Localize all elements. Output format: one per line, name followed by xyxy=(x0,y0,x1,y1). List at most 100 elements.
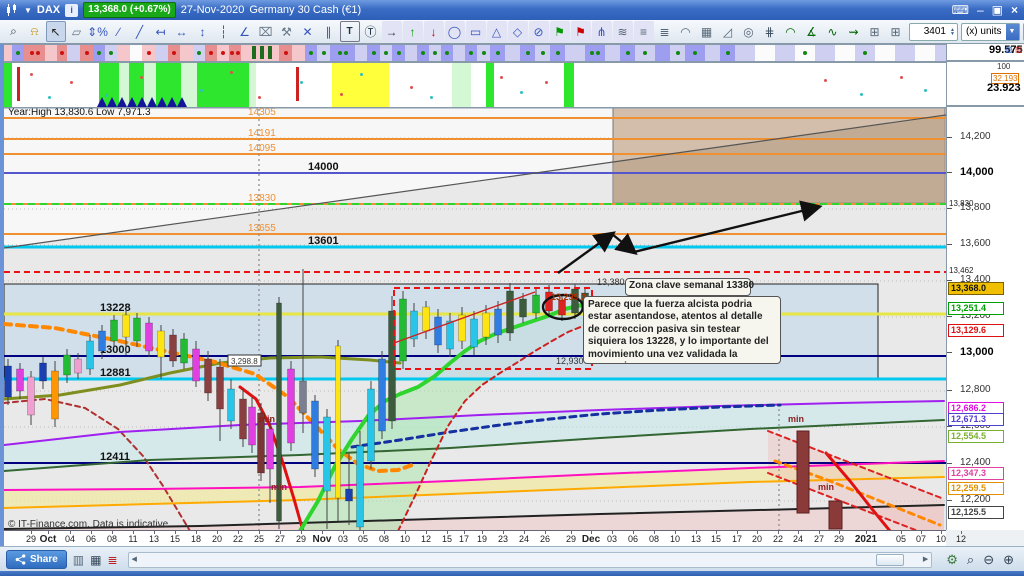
scrollbar-thumb[interactable] xyxy=(876,553,905,566)
segment-icon[interactable]: ∕ xyxy=(117,24,120,39)
chart-tools-icon[interactable]: ⚙ xyxy=(946,551,958,567)
frame-icon[interactable]: ⊞ xyxy=(869,24,880,39)
fibo-arcs-icon[interactable]: ◠ xyxy=(680,24,691,39)
zoom-icon[interactable]: ⌕ xyxy=(10,24,17,38)
hline-icon[interactable]: ↔ xyxy=(175,24,188,39)
arrow-right-icon[interactable]: → xyxy=(381,21,402,42)
red-dot xyxy=(146,51,151,55)
min-label: min xyxy=(259,414,275,424)
scroll-left-icon[interactable]: ◀ xyxy=(131,555,137,563)
volume-style-icon[interactable]: ≣ xyxy=(107,552,118,567)
green-dot xyxy=(321,51,326,55)
pattern-bull-icon[interactable]: ⚑ xyxy=(549,21,570,42)
zona-annotation[interactable]: Zona clave semanal 13380 xyxy=(625,278,754,296)
channel-icon[interactable]: ≋ xyxy=(612,21,633,42)
parallel-icon[interactable]: ∥ xyxy=(325,24,332,39)
restore-button[interactable]: ▣ xyxy=(991,3,1003,17)
indicator-dot xyxy=(258,96,261,99)
alarm-icon[interactable]: ⍾ xyxy=(30,24,39,38)
segment xyxy=(670,45,685,61)
vline-icon[interactable]: ┆ xyxy=(219,24,228,39)
textbox-icon[interactable]: T xyxy=(339,21,360,42)
vlines-icon[interactable]: ⋕ xyxy=(764,24,775,39)
trend-triangle-icon xyxy=(117,97,127,107)
price-style-icon[interactable]: ▥ xyxy=(72,552,85,567)
titlebar[interactable]: ▼ DAX i 13,368.0 (+0.67%) 27-Nov-2020 Ge… xyxy=(0,0,1024,20)
segment xyxy=(305,45,317,61)
cursor-icon[interactable]: ↖ xyxy=(45,21,66,42)
pitchfork-icon[interactable]: ⋔ xyxy=(591,21,612,42)
indicator-panel-strength[interactable] xyxy=(4,44,946,61)
cross-arrows-icon[interactable]: ✕ xyxy=(302,24,313,39)
percent-range-icon[interactable]: ⇕% xyxy=(87,24,108,39)
units-select[interactable]: (x) units ▼ xyxy=(960,22,1020,41)
parece-annotation[interactable]: Parece que la fuerza alcista podria esta… xyxy=(583,296,781,364)
no-circle-icon[interactable]: ⊘ xyxy=(528,21,549,42)
frame-icon[interactable]: ⊞ xyxy=(890,24,901,39)
segment xyxy=(605,45,620,61)
segment xyxy=(453,45,465,61)
hsegment-icon[interactable]: ↤ xyxy=(155,24,166,39)
chart-settings-icon[interactable]: ▦ xyxy=(90,552,102,567)
text-balloon-icon[interactable]: Ⓣ xyxy=(364,25,377,39)
arrow-up-icon[interactable]: ↑ xyxy=(402,21,423,42)
main-chart[interactable]: 14305 14191 14095 14000 13830 13655 13601 13228… xyxy=(4,107,946,531)
chart-canvas[interactable]: 14305 14191 14095 14000 13830 13655 13601 13228… xyxy=(4,108,946,531)
projection-arrow xyxy=(557,231,616,274)
angle-icon[interactable]: ∠ xyxy=(239,24,250,39)
indicator-dot xyxy=(340,93,343,96)
fibo-icon[interactable]: ≣ xyxy=(659,24,670,39)
forecast-icon[interactable]: ⇝ xyxy=(848,24,859,39)
diamond-icon[interactable]: ◇ xyxy=(507,21,528,42)
tools-icon[interactable]: ⚒ xyxy=(281,24,292,39)
triangle-icon[interactable]: △ xyxy=(486,21,507,42)
gann-icon[interactable]: ▦ xyxy=(700,24,713,39)
info-icon[interactable]: i xyxy=(65,3,79,17)
segment xyxy=(895,45,915,61)
channel2-icon[interactable]: ≡ xyxy=(633,21,654,42)
bars-count-stepper[interactable]: ▲▼ xyxy=(909,22,958,41)
minimize-button[interactable]: – xyxy=(976,3,984,17)
red-dot xyxy=(283,51,288,55)
pattern-bear-icon[interactable]: ⚑ xyxy=(570,21,591,42)
polyline-icon[interactable]: ∿ xyxy=(827,24,838,39)
fan-icon[interactable]: ◿ xyxy=(722,24,733,39)
indicator-panel-volume[interactable]: Fijaros que empezamos con fuerza debil y… xyxy=(4,61,946,108)
spin-up-icon[interactable]: ▲ xyxy=(950,26,955,33)
price-tickmark xyxy=(947,426,952,427)
spiral-icon[interactable]: ◎ xyxy=(743,24,754,39)
ruler-icon[interactable]: ▱ xyxy=(71,24,82,39)
trash-icon[interactable]: ⌧ xyxy=(258,24,273,39)
vsegment-icon[interactable]: ↕ xyxy=(199,24,206,39)
scroll-right-icon[interactable]: ▶ xyxy=(922,555,929,563)
green-dot xyxy=(540,51,545,55)
moving-average-line xyxy=(4,476,945,509)
keyboard-icon[interactable]: ⌨ xyxy=(951,3,969,17)
segment xyxy=(915,45,935,61)
time-axis[interactable]: 29 Oct 04 06 08 11 13 15 18 20 22 25 27 29 Nov 03 05 08 10… xyxy=(4,530,966,547)
ellipse-icon[interactable]: ◯ xyxy=(444,21,465,42)
share-button[interactable]: Share xyxy=(6,550,67,569)
bars-count-input[interactable] xyxy=(910,25,948,38)
segment xyxy=(635,45,655,61)
segment xyxy=(389,63,452,108)
rect-icon[interactable]: ▭ xyxy=(465,21,486,42)
zoom-select-icon[interactable]: ⌕ xyxy=(966,551,975,567)
zoom-out-icon[interactable]: ⊖ xyxy=(983,551,995,567)
line-icon[interactable]: ╱ xyxy=(135,24,144,39)
moving-average-line xyxy=(4,322,417,473)
spin-down-icon[interactable]: ▼ xyxy=(950,30,955,37)
mini-panel-icon[interactable]: ▧ xyxy=(1005,45,1013,54)
horizontal-scrollbar[interactable]: ◀ ▶ xyxy=(127,551,933,568)
price-axis[interactable]: 99.575 100 32.193 23.923 14,200 14,000 13,800 1… xyxy=(946,44,1024,530)
arc-trend-icon[interactable]: ◠ xyxy=(785,24,796,39)
segment xyxy=(585,45,605,61)
close-button[interactable]: × xyxy=(1010,3,1018,17)
mini-panel-icon[interactable]: ▨ xyxy=(1015,45,1023,54)
time-tick-label: 22 xyxy=(232,534,244,544)
symbol-dropdown-arrow[interactable]: ▼ xyxy=(24,5,32,15)
arrow-down-icon[interactable]: ↓ xyxy=(423,21,444,42)
zoom-in-icon[interactable]: ⊕ xyxy=(1003,551,1014,567)
angle-trend-icon[interactable]: ∡ xyxy=(806,24,817,39)
timeframe-select[interactable]: Daily ▼ xyxy=(1022,22,1024,41)
